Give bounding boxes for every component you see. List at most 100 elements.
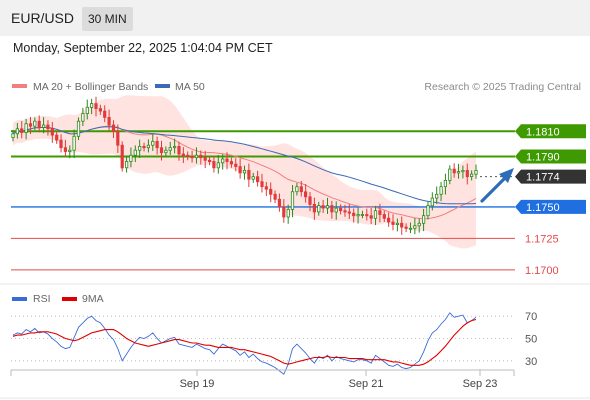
legend-label-rsi: RSI xyxy=(33,293,51,305)
candle-body xyxy=(94,103,98,109)
candle-body xyxy=(282,206,286,218)
candle-body xyxy=(303,191,308,198)
ma50-line xyxy=(12,126,477,205)
candle-body xyxy=(216,162,220,169)
candle-body xyxy=(413,225,417,229)
rsi-line xyxy=(12,312,477,375)
candle-body xyxy=(225,158,229,162)
candle-body xyxy=(264,186,268,190)
candle-body xyxy=(111,124,116,132)
candle-body xyxy=(461,169,465,173)
x-tick-label-2: Sep 23 xyxy=(463,378,498,390)
candle-body xyxy=(129,154,133,162)
candle-body xyxy=(356,214,360,217)
candle-body xyxy=(203,157,207,161)
candle-body xyxy=(50,128,54,136)
candle-body xyxy=(199,154,203,159)
price-tag-label-1-1810: 1.1810 xyxy=(526,126,560,138)
candle-body xyxy=(42,124,46,128)
candle-body xyxy=(81,113,85,122)
candle-body xyxy=(369,215,373,219)
forecast-arrow-shaft xyxy=(480,176,507,203)
candle-body xyxy=(37,120,41,128)
candle-body xyxy=(330,205,334,213)
candle-body xyxy=(234,163,238,168)
candle-body xyxy=(55,134,59,141)
legend-swatch-rsi xyxy=(12,297,27,301)
candle-body xyxy=(308,196,312,205)
price-tags-group: 1.1810 1.1790 1.1774 1.1750 1.1725 1.1700 xyxy=(515,124,586,277)
candle-body xyxy=(286,208,290,218)
legend-swatch-9ma xyxy=(62,297,77,301)
candle-body xyxy=(194,154,199,159)
candle-body xyxy=(251,176,255,180)
rsi-tick-30: 30 xyxy=(525,356,537,368)
candle-body xyxy=(98,108,102,112)
candle-body xyxy=(400,222,404,228)
candle-body xyxy=(24,123,28,133)
candle-body xyxy=(360,214,365,216)
candle-body xyxy=(212,161,216,169)
candle-body xyxy=(391,221,395,225)
candle-body xyxy=(63,147,67,152)
price-tag-1-1810 xyxy=(515,124,586,139)
candle-body xyxy=(443,179,448,188)
candle-body xyxy=(321,205,325,209)
x-tick-label-1: Sep 21 xyxy=(349,378,384,390)
forecast-arrow-head xyxy=(499,168,514,183)
candle-body xyxy=(334,207,338,213)
watermark: Research © 2025 Trading Central xyxy=(424,81,581,93)
level-lines-group xyxy=(11,130,515,271)
candle-body xyxy=(76,120,81,137)
candle-body xyxy=(85,106,89,115)
candle-body xyxy=(373,210,378,219)
candle-body xyxy=(72,135,76,151)
price-tag-1-1774 xyxy=(515,169,586,184)
x-tick-label-0: Sep 19 xyxy=(180,378,215,390)
legend-swatch-bollinger xyxy=(12,84,27,88)
candle-body xyxy=(159,147,164,154)
price-label-1-1725: 1.1725 xyxy=(525,233,559,245)
candle-body xyxy=(290,191,295,210)
candle-body xyxy=(312,203,317,213)
candle-body xyxy=(408,227,413,230)
candle-body xyxy=(452,168,456,174)
candle-body xyxy=(186,154,190,157)
price-tag-label-1-1774: 1.1774 xyxy=(526,172,560,184)
candle-body xyxy=(59,139,63,149)
candle-body xyxy=(255,176,260,183)
candle-body xyxy=(221,158,225,164)
candle-body xyxy=(299,186,303,193)
candle-body xyxy=(20,128,24,134)
x-axis-labels: Sep 19 Sep 21 Sep 23 xyxy=(180,370,498,390)
candle-body xyxy=(426,205,430,217)
candle-body xyxy=(378,210,382,215)
candle-body xyxy=(269,188,273,195)
header-bar: EUR/USD 30 MIN xyxy=(0,0,590,36)
candle-body xyxy=(116,130,120,146)
candle-body xyxy=(295,186,299,193)
candle-body xyxy=(474,169,478,175)
candle-body xyxy=(325,205,330,209)
legend-label-9ma: 9MA xyxy=(82,293,104,305)
candle-body xyxy=(172,145,177,149)
candle-body xyxy=(15,128,20,135)
candle-body xyxy=(469,173,474,178)
timeframe-button[interactable]: 30 MIN xyxy=(82,7,133,31)
price-tag-1-1750 xyxy=(515,199,586,214)
candle-body xyxy=(28,123,33,127)
candle-body xyxy=(242,169,247,174)
chart-panel xyxy=(0,36,590,400)
candle-body xyxy=(247,169,251,180)
candle-body xyxy=(347,211,351,214)
candle-body xyxy=(107,117,111,126)
candle-body xyxy=(382,214,386,219)
legend-label-bollinger: MA 20 + Bollinger Bands xyxy=(33,81,148,93)
price-tag-label-1-1750: 1.1750 xyxy=(526,202,560,214)
candle-body xyxy=(138,145,142,151)
candle-body xyxy=(181,153,185,156)
candle-body xyxy=(190,156,194,159)
price-tag-1-1790 xyxy=(515,149,586,164)
candles-group xyxy=(11,96,478,235)
